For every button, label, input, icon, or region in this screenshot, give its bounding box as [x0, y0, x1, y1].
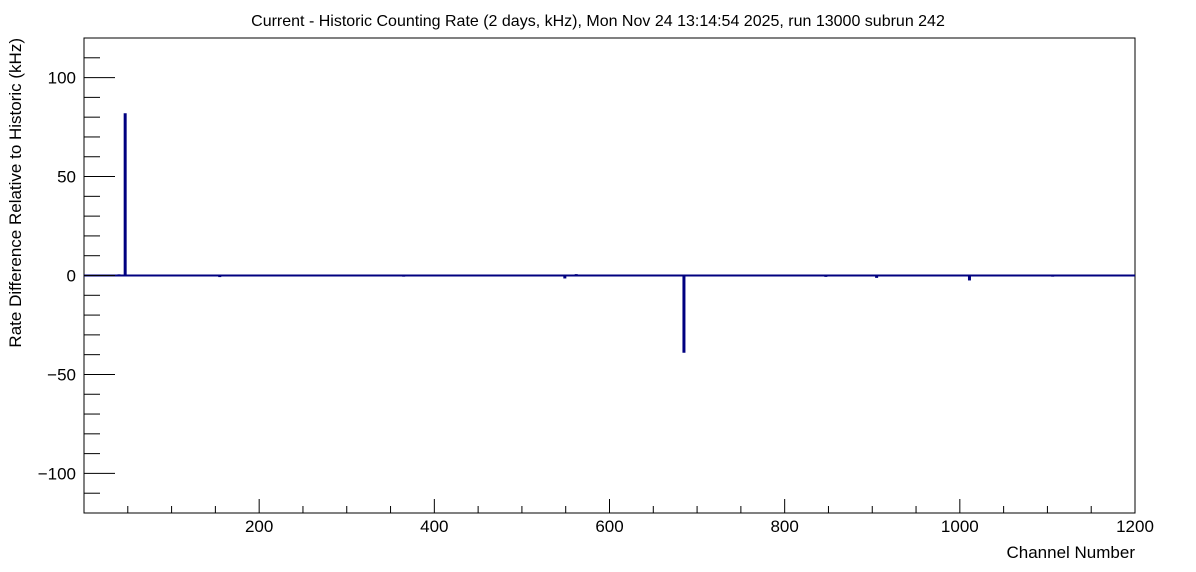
y-axis: −100 −50 0 50 100: [38, 57, 115, 494]
x-tick-label: 1200: [1116, 517, 1154, 536]
x-axis-label: Channel Number: [1006, 543, 1135, 562]
y-tick-label: 50: [57, 168, 76, 187]
y-tick-label: 0: [67, 267, 76, 286]
x-axis: 200 400 600 800 1000 1200: [127, 499, 1154, 536]
y-tick-label: 100: [48, 69, 76, 88]
x-tick-label: 400: [420, 517, 448, 536]
x-tick-label: 1000: [941, 517, 979, 536]
y-tick-label: −100: [38, 464, 76, 483]
x-tick-label: 600: [595, 517, 623, 536]
y-axis-label: Rate Difference Relative to Historic (kH…: [6, 38, 25, 348]
data-marks: [117, 113, 1055, 353]
chart-title: Current - Historic Counting Rate (2 days…: [251, 13, 945, 30]
x-tick-label: 800: [770, 517, 798, 536]
x-tick-label: 200: [245, 517, 273, 536]
y-tick-label: −50: [47, 365, 76, 384]
